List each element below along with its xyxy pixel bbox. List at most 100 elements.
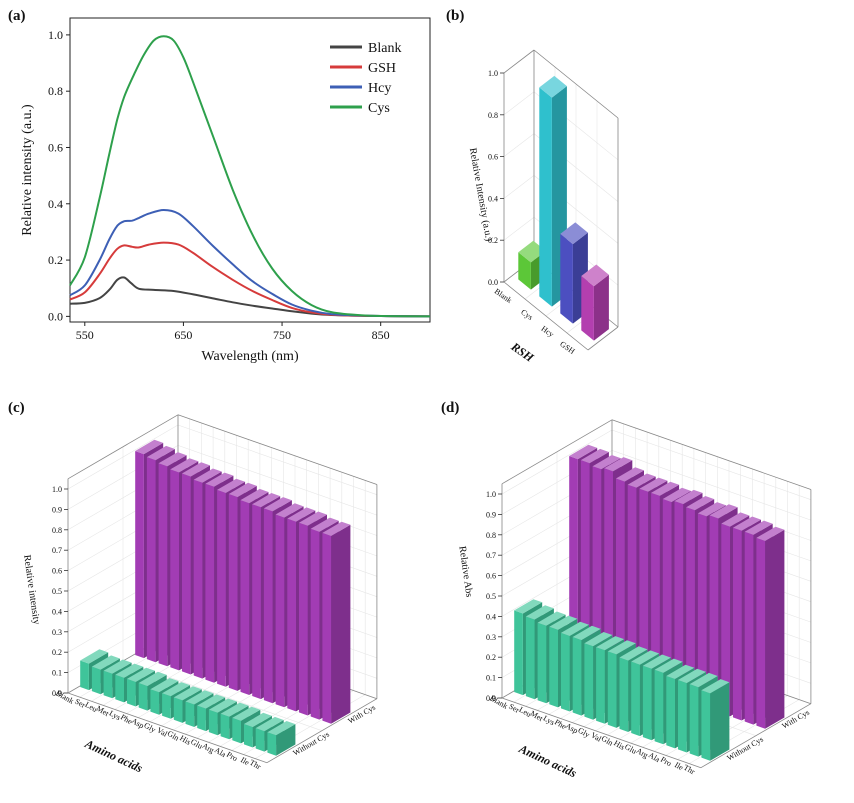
z-tick-label: 0.5 [52,587,62,596]
bar-top-face [569,444,598,460]
bar-top-face [697,502,726,517]
bar-without-cys [267,721,296,756]
bar-top-face [709,504,738,519]
floor-grid-line [122,660,322,731]
category-label: Thr [682,763,697,777]
bar-top-face [220,702,249,717]
bar-top-face [91,655,120,670]
bar-top-face [581,264,609,287]
bar-front-face [539,87,552,307]
y-tick-label: 0.8 [48,84,63,98]
bar-top-face [619,646,648,661]
bar-top-face [103,659,132,674]
back-wall-grid [177,424,377,495]
bar-top-face [572,625,601,641]
bar-top-face [689,672,718,688]
bar-front-face [561,632,570,712]
z-tick-label: 0.8 [52,526,62,535]
bar-top-face [674,489,703,505]
bar-front-face [639,488,649,688]
bar-top-face [173,686,202,701]
back-wall-grid [177,445,377,516]
bar-top-face [701,679,730,694]
x-tick-label: 650 [174,328,192,342]
bar-front-face [733,527,742,721]
bar-front-face [580,460,590,668]
bar-front-face [744,531,754,725]
bar-top-face [666,664,695,679]
plot-frame-a [69,17,431,323]
z-tick-label: 0.9 [52,505,62,514]
z-tick-label: 0.2 [52,648,62,657]
bar-top-face [580,448,609,464]
bar-front-face [310,528,320,720]
bar-top-face [267,721,296,736]
bar-top-face [549,615,578,630]
x-tick-label: 850 [372,328,390,342]
bar-top-face [127,667,155,682]
bar-top-face [193,468,222,483]
bar-front-face [91,666,101,695]
bar-top-face [310,517,339,532]
category-label: Blank [493,287,514,305]
bar-top-face [208,698,237,713]
bar-side-face [276,724,296,756]
depth-label: With Cys [346,703,377,726]
bar-front-face [616,478,625,680]
z-tick-label: 0.6 [486,572,496,581]
bar-front-face [697,513,707,709]
bar-top-face [162,682,191,697]
series-line-hcy [69,208,431,318]
bar-top-face [80,649,109,664]
bar-top-face [744,520,773,535]
bar-front-face [607,651,617,728]
bar-top-face [275,503,304,518]
bar-top-face [150,678,179,693]
bar-top-face [205,472,234,487]
bar-front-face [267,732,277,756]
bar-front-face [173,697,183,723]
box-edge [611,419,812,490]
z-tick-label: 0.8 [486,531,496,540]
bar-front-face [220,713,230,740]
y-tick-label: 0.2 [48,253,63,267]
bar-with-cys [322,521,351,724]
category-label: Blank [488,693,509,710]
legend-label: GSH [368,61,396,76]
y-tick-label: 0.6 [48,140,63,154]
z-tick-label: 0.0 [52,689,62,698]
z-tick-label: 1.0 [488,69,498,78]
bar-top-face [539,75,567,98]
x-tick-label: 750 [273,328,291,342]
bar-top-face [146,445,175,461]
z-tick-label: 1.0 [486,490,496,499]
bar-front-face [182,473,191,675]
z-tick-label: 0.4 [52,607,62,616]
bar-front-face [627,484,637,684]
z-tick-label: 0.2 [486,653,496,662]
bar-top-face [252,493,281,508]
panel-b: (b)0.00.20.40.60.81.0BlankCysHcyGSHRSHRe… [446,8,619,365]
bar-top-face [170,458,199,473]
box-edge [503,49,535,74]
panel-label-a: (a) [8,8,26,24]
bar-top-face [518,240,546,263]
bar-front-face [103,670,113,699]
bar-top-face [525,605,554,620]
bar-front-face [185,701,195,727]
bar-without-cys [701,679,730,761]
bar-front-face [701,690,711,761]
bar-top-face [631,650,660,665]
bar-front-face [686,507,695,705]
box-edge [533,49,619,119]
bar-front-face [217,489,226,687]
bar-top-face [604,457,633,472]
bar-front-face [252,504,261,700]
category-label: Thr [248,758,263,772]
back-wall-grid [611,450,811,521]
z-tick-label: 0.2 [488,236,498,245]
bar-front-face [756,537,766,729]
y-tick-label: 0.0 [48,309,63,323]
bar-front-face [232,717,241,744]
side-wall-grid [503,133,535,157]
